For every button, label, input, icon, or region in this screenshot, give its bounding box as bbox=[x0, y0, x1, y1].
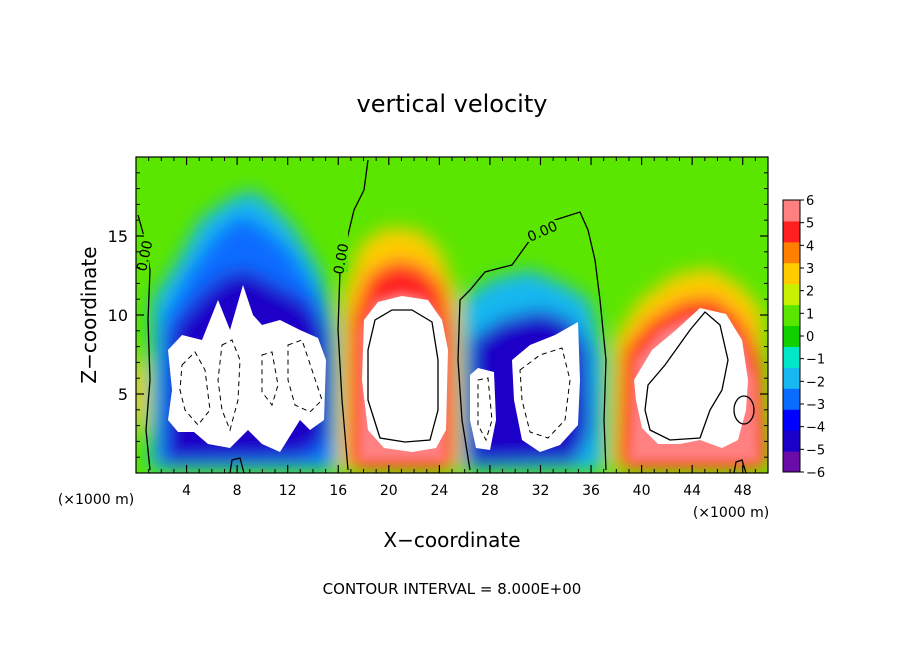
updraft-1-saturated bbox=[362, 296, 448, 452]
downdraft-1-saturated bbox=[168, 285, 326, 452]
colorbar-swatch bbox=[783, 346, 800, 368]
updraft-2-small-contour bbox=[733, 395, 755, 425]
x-unit-label: (×1000 m) bbox=[693, 505, 769, 521]
heatmap-field: 0.00 0.00 0.00 bbox=[134, 157, 768, 473]
downdraft-1-dash-d bbox=[287, 339, 323, 413]
colorbar-tick-label: −5 bbox=[806, 443, 825, 458]
x-tick-label: 4 bbox=[182, 483, 191, 499]
x-tick-label: 16 bbox=[329, 483, 347, 499]
colorbar-swatch bbox=[783, 367, 800, 389]
colorbar-tick-label: 1 bbox=[806, 307, 814, 322]
downdraft-2-dash-b bbox=[519, 347, 571, 439]
updraft-2-contour bbox=[644, 311, 729, 441]
z-unit-label: (×1000 m) bbox=[58, 492, 134, 508]
y-axis-label: Z−coordinate bbox=[77, 246, 101, 383]
x-tick-label: 8 bbox=[233, 483, 242, 499]
x-tick-label: 32 bbox=[532, 483, 550, 499]
x-tick-label: 28 bbox=[481, 483, 499, 499]
colorbar-swatch bbox=[783, 388, 800, 410]
colorbar-tick-label: −1 bbox=[806, 353, 825, 368]
y-tick-label: 5 bbox=[118, 385, 128, 404]
x-tick-label: 20 bbox=[380, 483, 398, 499]
colorbar-tick-label: 6 bbox=[806, 194, 814, 209]
downdraft-2-saturated-b bbox=[512, 322, 580, 452]
colorbar-swatch bbox=[783, 262, 800, 285]
colorbar-tick-label: 5 bbox=[806, 217, 814, 232]
x-tick-label: 12 bbox=[279, 483, 297, 499]
colorbar: 6 5 4 3 2 1 0 −1 −2 −3 −4 −5 −6 bbox=[782, 194, 825, 481]
y-tick-label: 10 bbox=[108, 306, 128, 325]
colorbar-swatch bbox=[783, 283, 800, 306]
contour-label-2: 0.00 bbox=[331, 242, 352, 275]
colorbar-tick-label: 0 bbox=[806, 330, 814, 345]
colorbar-tick-label: −3 bbox=[806, 398, 825, 413]
colorbar-swatch bbox=[783, 220, 800, 243]
colorbar-tick-label: 2 bbox=[806, 285, 814, 300]
colorbar-swatch bbox=[783, 451, 800, 473]
x-axis-label: X−coordinate bbox=[383, 528, 520, 552]
x-tick-label: 48 bbox=[734, 483, 752, 499]
colorbar-tick-label: −6 bbox=[806, 466, 825, 481]
contour-label-1: 0.00 bbox=[134, 239, 156, 273]
bottom-contour-2 bbox=[733, 459, 747, 473]
left-edge-warm bbox=[136, 355, 146, 435]
x-axis: 4 8 12 16 20 24 28 32 36 40 44 48 bbox=[148, 157, 756, 499]
downdraft-2-saturated-a bbox=[470, 368, 496, 450]
negative-contours bbox=[179, 339, 571, 442]
chart-title: vertical velocity bbox=[357, 90, 548, 118]
colorbar-swatch bbox=[783, 304, 800, 327]
y-axis: 5 10 15 bbox=[108, 172, 768, 458]
updraft-1-contour bbox=[367, 309, 439, 443]
downdraft-1-dash-a bbox=[179, 351, 211, 426]
colorbar-swatch bbox=[783, 325, 800, 347]
x-tick-label: 40 bbox=[633, 483, 651, 499]
contour-interval-note: CONTOUR INTERVAL = 8.000E+00 bbox=[323, 580, 582, 598]
downdraft-1-dash-c bbox=[261, 351, 279, 407]
colorbar-tick-label: 4 bbox=[806, 239, 814, 254]
y-tick-label: 15 bbox=[108, 227, 128, 246]
colorbar-tick-label: 3 bbox=[806, 262, 814, 277]
x-tick-label: 44 bbox=[683, 483, 701, 499]
bottom-contour-1 bbox=[229, 457, 245, 473]
colorbar-tick-label: −2 bbox=[806, 375, 825, 390]
colorbar-tick-label: −4 bbox=[806, 421, 825, 436]
colorbar-swatch bbox=[783, 430, 800, 452]
colorbar-swatch bbox=[783, 200, 800, 222]
colorbar-swatch bbox=[783, 409, 800, 431]
x-tick-label: 24 bbox=[430, 483, 448, 499]
contour-labels: 0.00 0.00 0.00 bbox=[134, 218, 564, 276]
colorbar-swatch bbox=[783, 241, 800, 264]
x-tick-label: 36 bbox=[582, 483, 600, 499]
updraft-2-saturated bbox=[634, 308, 748, 448]
